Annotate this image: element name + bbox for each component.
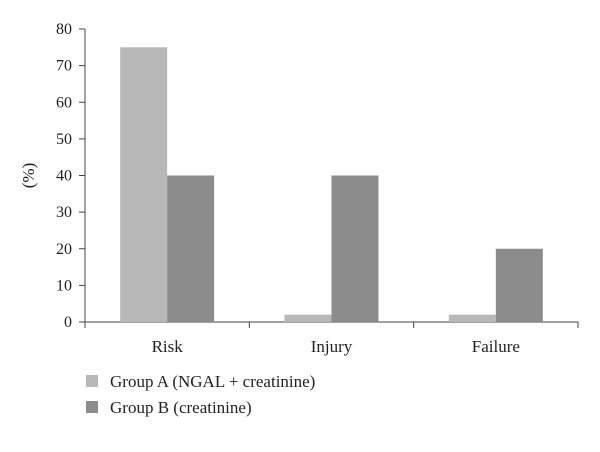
legend-swatch-series-1 [86,375,98,387]
bars [120,47,543,322]
y-tick-label: 20 [56,241,72,258]
y-tick-label: 70 [56,58,72,75]
x-category-label: Risk [152,337,184,356]
y-axis: 0 10 20 30 40 50 60 70 80 [56,21,86,331]
bar-series-2-failure [495,248,543,322]
legend: Group A (NGAL + creatinine) Group B (crea… [86,372,315,417]
y-tick-label: 0 [64,314,72,331]
bar-series-1-injury [284,314,332,322]
y-tick-label: 60 [56,94,72,111]
y-tick-label: 30 [56,204,72,221]
bar-series-1-risk [120,47,168,322]
bar-series-2-risk [167,175,215,322]
y-tick-label: 80 [56,21,72,38]
legend-swatch-series-2 [86,401,98,413]
legend-label-series-2: Group B (creatinine) [110,398,252,417]
x-category-label: Injury [311,337,353,356]
y-axis-label: (%) [19,163,38,188]
y-tick-label: 40 [56,168,72,185]
x-category-label: Failure [472,337,520,356]
legend-label-series-1: Group A (NGAL + creatinine) [110,372,315,391]
bar-series-1-failure [448,314,496,322]
x-axis: Risk Injury Failure [84,321,579,356]
y-tick-label: 10 [56,277,72,294]
y-tick-label: 50 [56,131,72,148]
bar-series-2-injury [331,175,379,322]
